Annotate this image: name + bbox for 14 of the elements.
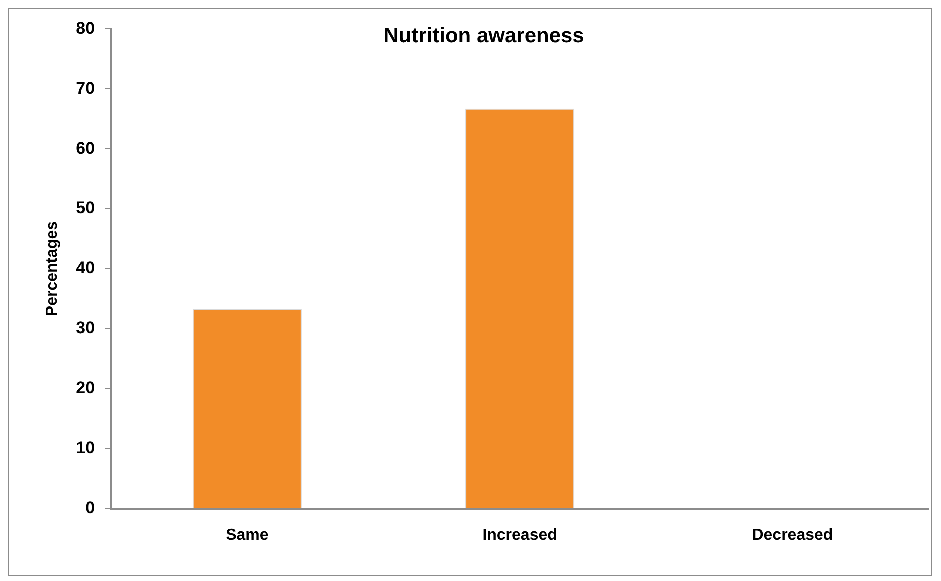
y-tick-label: 20 bbox=[76, 378, 96, 398]
x-tick-label: Decreased bbox=[752, 526, 834, 544]
y-tick-label: 50 bbox=[76, 198, 96, 218]
y-tick-label: 30 bbox=[76, 318, 96, 338]
y-tick-label: 0 bbox=[86, 498, 96, 518]
y-tick-label: 70 bbox=[76, 78, 96, 98]
chart-title: Nutrition awareness bbox=[384, 24, 584, 48]
y-tick-label: 40 bbox=[76, 258, 96, 278]
y-tick-label: 10 bbox=[76, 438, 96, 458]
y-axis-title: Percentages bbox=[44, 221, 62, 317]
y-tick-label: 60 bbox=[76, 138, 96, 158]
x-tick-label: Same bbox=[226, 526, 269, 544]
x-tick-label: Increased bbox=[482, 526, 558, 544]
y-tick-label: 80 bbox=[76, 18, 96, 38]
